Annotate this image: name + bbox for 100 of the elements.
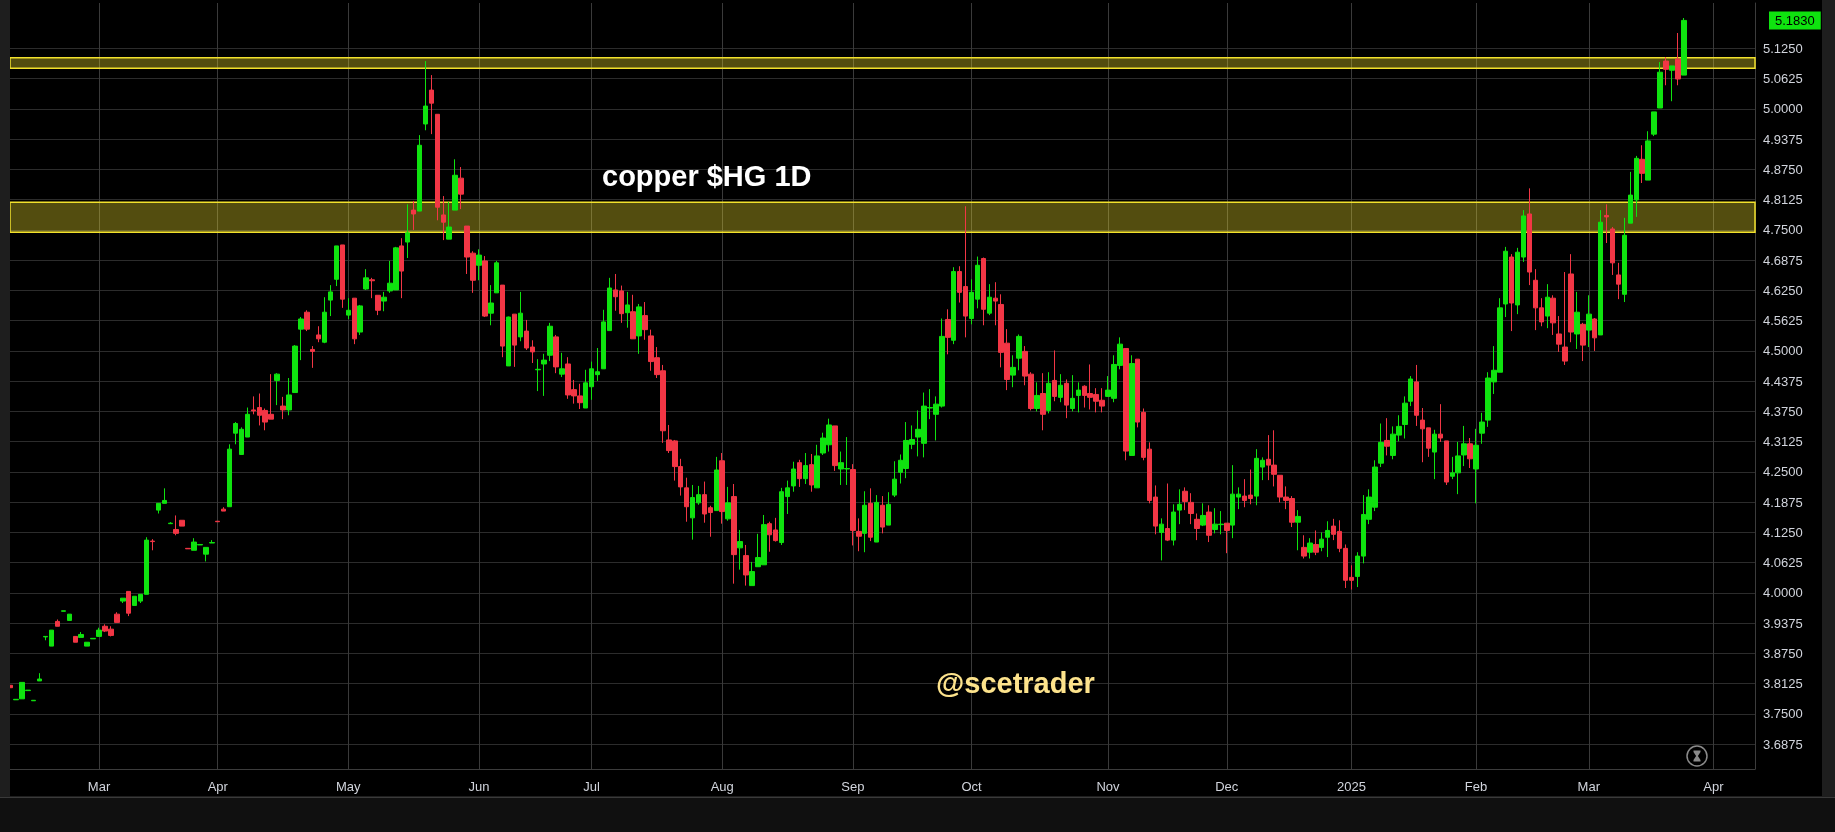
candlestick	[945, 308, 951, 355]
candlestick	[1598, 209, 1603, 336]
candlestick	[1402, 395, 1408, 439]
y-tick-label: 3.8125	[1763, 676, 1803, 692]
candlestick	[322, 296, 327, 344]
candlestick	[1182, 486, 1188, 511]
candlestick	[993, 281, 998, 326]
candlestick	[630, 294, 636, 340]
candlestick	[862, 490, 867, 553]
candlestick	[1473, 428, 1479, 504]
candlestick	[559, 352, 565, 378]
candlestick	[1663, 56, 1669, 86]
candlestick	[221, 506, 226, 512]
y-tick-label: 5.0625	[1763, 71, 1803, 87]
x-tick-label: Mar	[87, 779, 111, 794]
x-tick-label: Aug	[710, 779, 734, 794]
y-tick-label: 5.0000	[1763, 101, 1803, 117]
candlestick	[346, 297, 351, 320]
x-tick-label: May	[336, 779, 362, 794]
candlestick	[553, 334, 559, 374]
candlestick	[114, 611, 120, 623]
candlestick	[1034, 381, 1040, 412]
candlestick	[1622, 217, 1627, 303]
y-tick-label: 4.0000	[1763, 585, 1803, 601]
candlestick	[126, 590, 131, 617]
candlestick	[737, 529, 743, 571]
candlestick	[96, 627, 102, 637]
candlestick	[363, 268, 369, 291]
candlestick	[1206, 504, 1212, 543]
candlestick	[280, 396, 286, 420]
candlestick	[1384, 417, 1390, 456]
candlestick	[1200, 502, 1206, 527]
candlestick	[1123, 348, 1129, 461]
y-tick-label: 4.0625	[1763, 555, 1803, 571]
candlestick	[310, 345, 315, 369]
x-tick-label: Jun	[468, 779, 490, 794]
candlestick	[381, 291, 387, 312]
candlestick	[1556, 315, 1562, 353]
candlestick	[874, 494, 879, 543]
candlestick	[642, 301, 648, 341]
candlestick	[417, 134, 422, 212]
candlestick	[316, 325, 321, 343]
candlestick	[55, 618, 60, 627]
candlestick	[423, 60, 428, 131]
candlestick	[1325, 520, 1330, 558]
candlestick	[1194, 513, 1200, 541]
candlestick	[298, 316, 304, 361]
candlestick	[1479, 412, 1485, 445]
y-tick-label: 4.3750	[1763, 403, 1803, 419]
candlestick	[814, 444, 820, 489]
candlestick	[850, 463, 856, 546]
candlestick	[714, 456, 719, 512]
candlestick	[1503, 246, 1508, 318]
candlestick	[1574, 291, 1580, 350]
candlestick	[1651, 111, 1657, 137]
candlestick	[1188, 492, 1194, 525]
candlestick	[1610, 226, 1615, 276]
candlestick	[1657, 61, 1663, 109]
candlestick	[304, 309, 310, 332]
candlestick	[1562, 271, 1568, 366]
candlestick	[1580, 322, 1586, 362]
candlestick	[1438, 403, 1443, 443]
candlestick	[1408, 375, 1413, 407]
candlestick	[209, 539, 215, 544]
candlestick	[458, 166, 464, 210]
candlestick	[452, 158, 458, 211]
candlestick	[446, 201, 452, 240]
candlestick	[1040, 372, 1046, 431]
candlestick	[286, 377, 292, 416]
candlestick	[725, 486, 731, 522]
candlestick	[494, 260, 499, 294]
candlestick	[476, 248, 482, 281]
candlestick	[1675, 32, 1681, 86]
x-tick-label: Apr	[1703, 779, 1725, 794]
candlestick	[375, 294, 381, 316]
y-tick-label: 4.8750	[1763, 161, 1803, 177]
y-tick-label: 3.8750	[1763, 645, 1803, 661]
candlestick	[352, 297, 357, 345]
candlestick	[856, 517, 862, 552]
candlestick	[719, 452, 725, 525]
candlestick	[340, 244, 345, 309]
y-tick-label: 4.1250	[1763, 524, 1803, 540]
candlestick	[1669, 65, 1675, 102]
candlestick	[328, 284, 333, 317]
candlestick	[37, 672, 42, 682]
y-tick-label: 4.9375	[1763, 131, 1803, 147]
candlestick	[981, 257, 986, 326]
candlestick	[399, 237, 404, 299]
x-tick-label: Mar	[1577, 779, 1601, 794]
candlestick	[429, 74, 434, 135]
candlestick	[791, 461, 796, 493]
candlestick	[880, 495, 885, 534]
text: copper $HG 1D	[602, 159, 812, 192]
y-tick-label: 4.5625	[1763, 313, 1803, 329]
candlestick	[150, 538, 155, 551]
candlestick	[179, 519, 185, 527]
candlestick	[227, 443, 232, 508]
candlestick	[1159, 517, 1164, 561]
candlestick	[1070, 374, 1075, 412]
candlestick	[506, 316, 511, 367]
